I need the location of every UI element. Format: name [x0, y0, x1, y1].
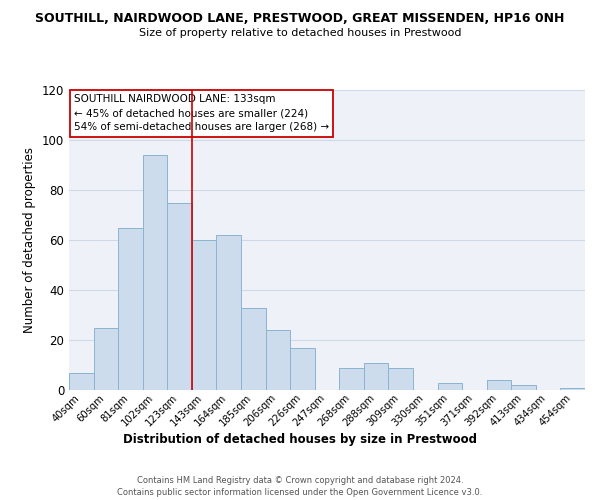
Text: Distribution of detached houses by size in Prestwood: Distribution of detached houses by size … — [123, 432, 477, 446]
Bar — [143, 155, 167, 390]
Bar — [192, 240, 217, 390]
Bar — [266, 330, 290, 390]
Text: Contains HM Land Registry data © Crown copyright and database right 2024.: Contains HM Land Registry data © Crown c… — [137, 476, 463, 485]
Y-axis label: Number of detached properties: Number of detached properties — [23, 147, 36, 333]
Bar — [94, 328, 118, 390]
Bar — [487, 380, 511, 390]
Bar — [118, 228, 143, 390]
Bar — [339, 368, 364, 390]
Bar — [290, 348, 315, 390]
Bar — [364, 362, 388, 390]
Bar — [388, 368, 413, 390]
Bar — [241, 308, 266, 390]
Bar — [560, 388, 585, 390]
Bar — [217, 235, 241, 390]
Text: SOUTHILL NAIRDWOOD LANE: 133sqm
← 45% of detached houses are smaller (224)
54% o: SOUTHILL NAIRDWOOD LANE: 133sqm ← 45% of… — [74, 94, 329, 132]
Bar — [167, 202, 192, 390]
Bar — [437, 382, 462, 390]
Bar — [69, 372, 94, 390]
Text: SOUTHILL, NAIRDWOOD LANE, PRESTWOOD, GREAT MISSENDEN, HP16 0NH: SOUTHILL, NAIRDWOOD LANE, PRESTWOOD, GRE… — [35, 12, 565, 26]
Text: Contains public sector information licensed under the Open Government Licence v3: Contains public sector information licen… — [118, 488, 482, 497]
Text: Size of property relative to detached houses in Prestwood: Size of property relative to detached ho… — [139, 28, 461, 38]
Bar — [511, 385, 536, 390]
